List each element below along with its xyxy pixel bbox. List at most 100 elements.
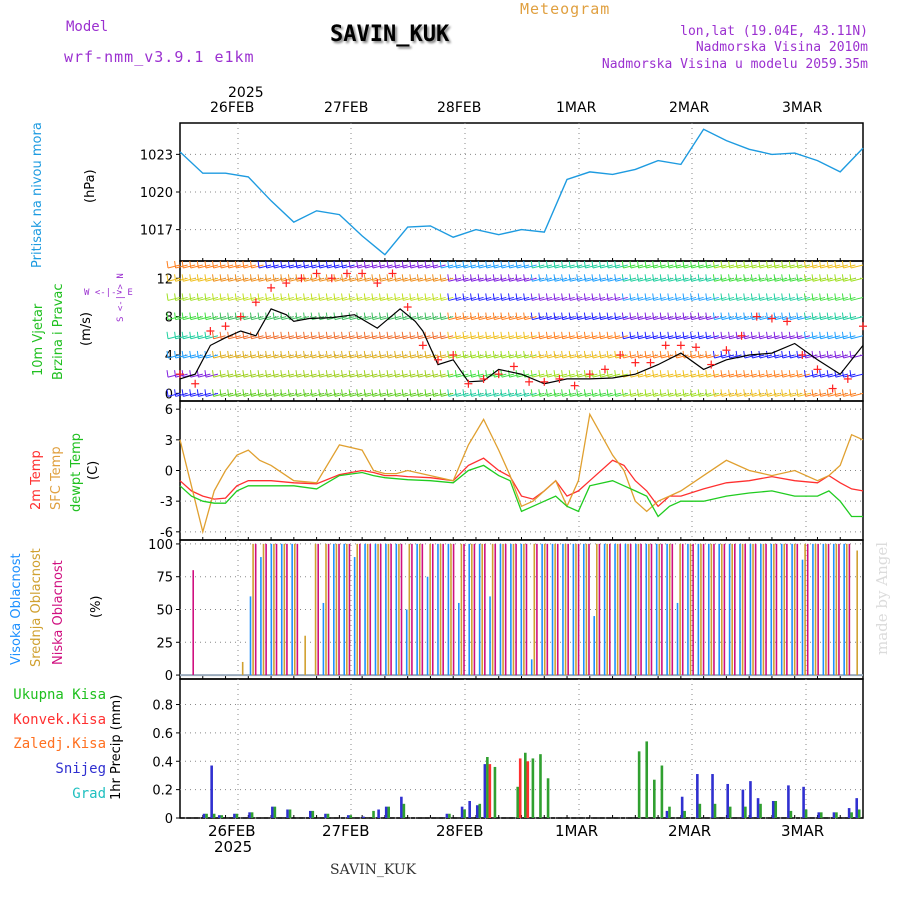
wind-barb [676,277,689,282]
wind-barb [183,296,196,301]
wind-barb-flag [796,350,799,359]
wind-barb [509,335,522,340]
wind-barb-flag [234,312,237,320]
wind-barb [387,264,401,269]
wind-barb [577,264,590,269]
wind-barb-flag [378,350,381,359]
wind-barb-flag [819,370,822,378]
wind-barb [516,354,530,359]
wind-barb [205,296,219,301]
precip-snow-bar [271,806,274,818]
wind-barb-flag [773,274,776,282]
wind-barb [562,264,575,269]
wind-barb-flag [614,260,617,269]
wind-barb-flag [409,293,412,301]
wind-barb [198,392,211,397]
wind-barb [463,316,477,321]
wind-barb-flag [781,389,784,397]
wind-barb [243,264,257,269]
wind-barb [653,277,666,282]
wind-barb-flag [348,370,351,378]
wind-barb-flag [212,312,215,320]
precip-total-bar [850,812,853,818]
wind-barb-flag [371,350,374,359]
wind-barb-flag [545,350,548,359]
wind-barb-flag [523,260,526,269]
wind-barb [380,277,393,282]
wind-barb [744,392,757,397]
wind-barb-flag [318,350,321,359]
wind-barb [759,354,773,359]
wind-barb-flag [462,260,465,269]
wind-barb [228,392,241,397]
wind-barb-flag [416,274,419,282]
wind-barb-flag [523,331,526,339]
y-tick-label: 1017 [140,224,173,239]
wind-barb [516,392,530,397]
wind-barb-flag [568,260,571,269]
wind-barb [425,354,439,359]
wind-barb-flag [652,260,655,269]
wind-barb [767,264,780,269]
wind-barb-flag [394,331,397,339]
wind-barb-flag [477,260,480,269]
wind-barb [167,354,181,359]
wind-barb-flag [561,274,564,282]
wind-barb-flag [599,312,602,320]
wind-barb-flag [591,293,594,301]
wind-barb [835,335,848,340]
wind-barb-flag [841,274,844,282]
wind-barb [676,316,689,321]
wind-barb-flag [249,350,252,359]
wind-barb [334,316,348,321]
wind-barb [653,335,666,340]
wind-barb-flag [591,312,594,320]
wind-barb-flag [637,331,640,339]
wind-barb-flag [705,331,708,339]
wind-barb [843,335,856,340]
wind-barb-flag [310,331,313,339]
wind-barb [585,392,598,397]
wind-barb [623,354,636,359]
precip-total-bar [402,803,406,818]
precip-total-bar [774,800,778,818]
wind-barb [296,296,310,301]
wind-barb-flag [629,350,632,359]
wind-barb [304,392,317,397]
wind-barb [357,264,370,269]
wind-barb [729,277,742,282]
wind-barb [456,335,469,340]
wind-barb [683,373,697,378]
wind-barb [304,277,317,282]
wind-barb [676,373,689,378]
wind-barb [570,354,583,359]
wind-barb-flag [257,260,260,269]
wind-barb-flag [674,350,677,359]
wind-barb-flag [227,350,230,359]
wind-barb-flag [508,389,510,397]
wind-barb-flag [416,350,419,359]
precip-snow-bar [711,774,714,818]
top-date-26feb: 26FEB [210,100,255,116]
wind-barb-flag [826,331,829,339]
wind-barb [820,316,833,321]
wind-barb [524,392,537,397]
wind-barb [608,277,621,282]
wind-barb-flag [728,312,731,320]
wind-barb [547,335,560,340]
wind-barb [312,354,325,359]
wind-barb [744,354,757,359]
wind-barb [243,277,257,282]
wind-barb-flag [303,350,306,359]
wind-barb [721,373,735,378]
wind-barb-flag [356,274,359,282]
wind-barb-flag [523,389,526,397]
wind-barb [630,392,644,397]
wind-barb-flag [174,274,177,282]
wind-barb [236,277,249,282]
wind-barb [494,277,507,282]
wind-barb [486,392,499,397]
wind-barb-flag [697,331,700,339]
precip-snow-bar [749,781,752,818]
wind-barb-flag [401,389,404,397]
